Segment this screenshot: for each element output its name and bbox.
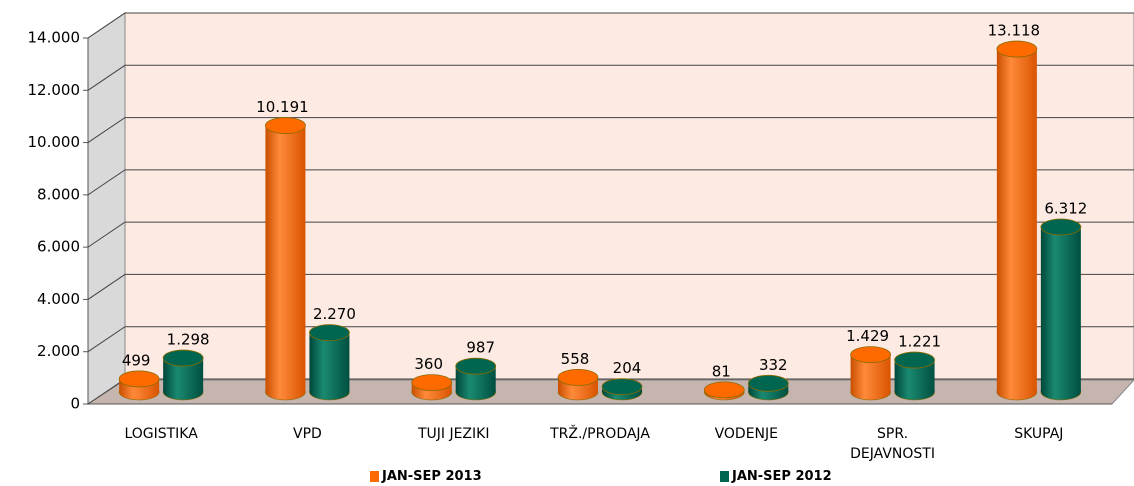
bar bbox=[265, 125, 306, 393]
bar bbox=[309, 332, 350, 392]
bar-top bbox=[996, 40, 1038, 58]
value-label: 13.118 bbox=[988, 22, 1041, 40]
value-label: 1.221 bbox=[898, 333, 941, 351]
grid-line bbox=[87, 117, 1134, 143]
x-tick-label: LOGISTIKA bbox=[124, 426, 198, 442]
side-wall bbox=[87, 12, 126, 405]
value-label: 81 bbox=[712, 362, 731, 380]
legend-label: JAN-SEP 2012 bbox=[732, 469, 832, 484]
bar-top bbox=[601, 378, 643, 396]
value-label: 332 bbox=[759, 356, 788, 374]
bar-top bbox=[411, 374, 453, 391]
x-tick-label: TUJI JEZIKI bbox=[417, 426, 490, 442]
x-tick-label: VODENJE bbox=[714, 426, 778, 442]
value-label: 10.191 bbox=[256, 98, 309, 116]
value-label: 499 bbox=[122, 351, 151, 369]
legend-item: JAN-SEP 2012 bbox=[720, 469, 832, 484]
grid-line bbox=[87, 273, 1134, 300]
bar-top bbox=[894, 351, 935, 369]
y-tick-label: 6.000 bbox=[37, 238, 80, 256]
y-tick-label: 2.000 bbox=[37, 342, 80, 360]
y-tick-label: 10.000 bbox=[28, 133, 81, 151]
bar-top bbox=[455, 357, 497, 375]
bar-top bbox=[850, 346, 891, 364]
value-label: 204 bbox=[613, 359, 642, 377]
bar-top bbox=[162, 349, 204, 367]
legend-label: JAN-SEP 2013 bbox=[382, 469, 482, 484]
bar-top bbox=[747, 374, 789, 392]
legend-swatch bbox=[370, 471, 379, 482]
y-tick-label: 12.000 bbox=[28, 81, 81, 99]
y-tick-label: 4.000 bbox=[37, 290, 80, 308]
x-tick-label: SKUPAJ bbox=[1014, 426, 1064, 442]
bar-top bbox=[118, 370, 160, 388]
grid-line bbox=[87, 326, 1134, 353]
value-label: 1.298 bbox=[167, 331, 210, 349]
x-tick-label: VPD bbox=[293, 426, 322, 442]
bar-top bbox=[703, 381, 745, 399]
grid-line bbox=[87, 12, 1134, 39]
y-tick-label: 14.000 bbox=[28, 29, 81, 47]
x-tick-label: TRŽ./PRODAJA bbox=[550, 426, 650, 442]
value-label: 1.429 bbox=[846, 327, 889, 345]
legend-swatch bbox=[720, 471, 729, 482]
bar-top bbox=[265, 117, 306, 134]
x-tick-label: SPR. DEJAVNOSTI bbox=[850, 426, 935, 462]
value-label: 558 bbox=[561, 350, 590, 368]
legend-item: JAN-SEP 2013 bbox=[370, 469, 482, 484]
value-label: 360 bbox=[414, 355, 443, 373]
value-label: 987 bbox=[466, 339, 495, 357]
y-tick-label: 8.000 bbox=[37, 185, 80, 203]
bar-top bbox=[309, 324, 350, 342]
bar bbox=[996, 49, 1037, 393]
y-tick-label: 0 bbox=[70, 395, 80, 413]
value-label: 2.270 bbox=[313, 305, 356, 323]
bar bbox=[1040, 226, 1081, 392]
bar-top bbox=[1040, 218, 1082, 236]
grid-line bbox=[87, 221, 1134, 248]
bar-top bbox=[557, 369, 599, 386]
value-label: 6.312 bbox=[1044, 199, 1087, 217]
grid-line bbox=[87, 169, 1134, 196]
grid-line bbox=[87, 64, 1134, 91]
